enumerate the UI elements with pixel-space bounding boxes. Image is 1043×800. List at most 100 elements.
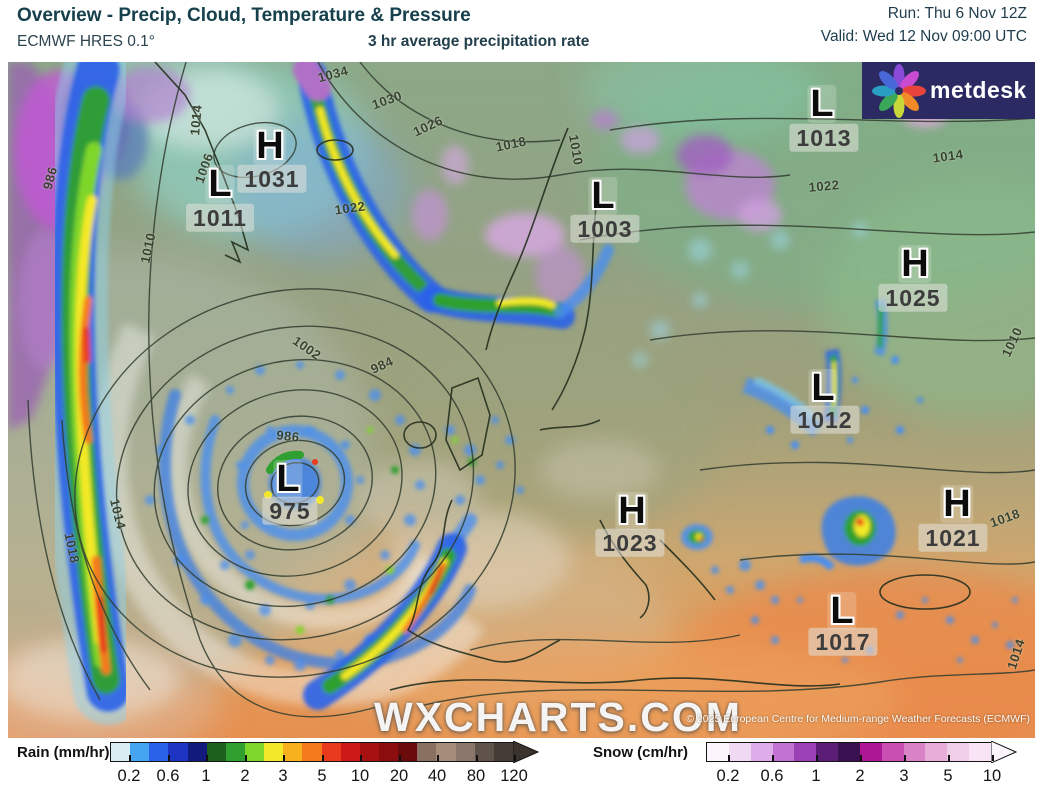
metdesk-logo-text: metdesk [930,77,1027,103]
rain-color-segment [283,743,303,761]
rain-tick-label: 120 [500,767,528,785]
rain-color-segment [417,743,437,761]
subtitle: 3 hr average precipitation rate [368,33,590,50]
pressure-value: 1021 [918,523,988,553]
rain-tick-mark [476,755,478,761]
pressure-value: 975 [262,496,318,526]
rain-tick-label: 80 [466,767,486,785]
watermark: WXCHARTS.COM [374,694,742,738]
snow-legend-label: Snow (cm/hr) [593,744,689,761]
pressure-letter: H [615,492,649,530]
rain-tick-label: 2 [240,767,250,785]
snow-tick-mark [860,755,862,761]
rain-legend-label: Rain (mm/hr) [17,744,110,761]
rain-tick-label: 20 [389,767,409,785]
pressure-value: 1025 [878,283,948,313]
snow-color-segment [838,743,860,761]
pressure-value: 1003 [570,214,640,244]
rain-color-segment [130,743,150,761]
weather-map-graphic [8,62,1035,738]
pressure-letter: L [205,165,235,203]
rain-tick-mark [322,755,324,761]
rain-color-segment [359,743,379,761]
header: Overview - Precip, Cloud, Temperature & … [0,0,1043,62]
pressure-value: 1031 [237,164,307,194]
snow-tick-label: 0.2 [716,767,740,785]
pressure-value: 1013 [789,123,859,153]
rain-tick-label: 0.6 [156,767,180,785]
rain-color-segment [168,743,188,761]
rain-tick-label: 3 [278,767,288,785]
snow-color-segment [947,743,970,761]
snow-tick-label: 1 [811,767,821,785]
rain-tick-label: 5 [317,767,327,785]
pressure-value: 1011 [186,203,254,233]
rain-tick-mark [283,755,285,761]
pressure-value: 1023 [595,528,665,558]
rain-colorbar-arrow-icon [513,741,539,763]
rain-color-segment [398,743,418,761]
rain-tick-label: 1 [201,767,211,785]
snow-tick-mark [772,755,774,761]
weather-map: 1014 1006 1010 986 1002 986 984 1034 1030 1026 102… [8,62,1035,738]
snow-color-segment [925,743,948,761]
snow-tick-label: 5 [943,767,953,785]
rain-tick-mark [245,755,247,761]
rain-color-segment [302,743,322,761]
rain-tick-label: 40 [427,767,447,785]
rain-color-segment [264,743,284,761]
rain-tick-mark [399,755,401,761]
metdesk-logo: metdesk [862,62,1035,119]
drizzle-patches [632,222,868,368]
rain-tick-mark [514,755,516,761]
metdesk-logo-icon [872,63,926,118]
rain-colorbar: 0.2 0.6 1 2 3 5 10 20 40 80 120 [110,741,539,785]
rain-tick-mark [129,755,131,761]
rain-color-segment [244,743,265,761]
snow-color-segment [859,743,882,761]
rain-color-segment [111,743,131,761]
rain-color-segment [436,743,456,761]
snow-tick-mark [948,755,950,761]
rain-color-segment [474,743,494,761]
snow-color-segment [794,743,817,761]
green-speckles [201,427,476,634]
rain-color-segment [493,743,513,761]
rain-color-segment [340,743,360,761]
rain-tick-mark [437,755,439,761]
snow-tick-mark [816,755,818,761]
pressure-center-layer: H 1031 L 1011 L 1003 L 1013 H 1025 L 101… [8,62,1035,738]
pressure-value: 1012 [790,405,860,435]
snow-color-segment [903,743,926,761]
snow-color-segment [969,743,991,761]
snow-tick-mark [992,755,994,761]
snow-tick-label: 3 [899,767,909,785]
pressure-letter: L [808,369,838,407]
run-time: Run: Thu 6 Nov 12Z [887,5,1027,22]
pressure-letter: H [940,485,974,523]
snow-tick-label: 10 [982,767,1002,785]
rain-color-segment [187,743,207,761]
pressure-letter: L [273,460,303,498]
rain-tick-mark [360,755,362,761]
snow-tick-mark [904,755,906,761]
rain-color-segment [321,743,341,761]
pressure-letter: L [827,592,857,630]
snow-colorbar: 0.2 0.6 1 2 3 5 10 [706,741,1017,785]
rain-color-segment [225,743,245,761]
pressure-letter: L [807,85,837,123]
rain-color-segment [149,743,169,761]
snow-tick-label: 2 [855,767,865,785]
snow-tick-mark [728,755,730,761]
rain-color-segment [206,743,226,761]
snow-color-segment [750,743,773,761]
snow-color-segment [816,743,839,761]
pressure-letter: H [898,245,932,283]
pressure-letter: H [253,127,287,165]
page-title: Overview - Precip, Cloud, Temperature & … [17,5,471,26]
rain-color-segment [378,743,399,761]
pressure-value: 1017 [808,627,878,657]
rain-color-segment [455,743,475,761]
rain-tick-mark [168,755,170,761]
